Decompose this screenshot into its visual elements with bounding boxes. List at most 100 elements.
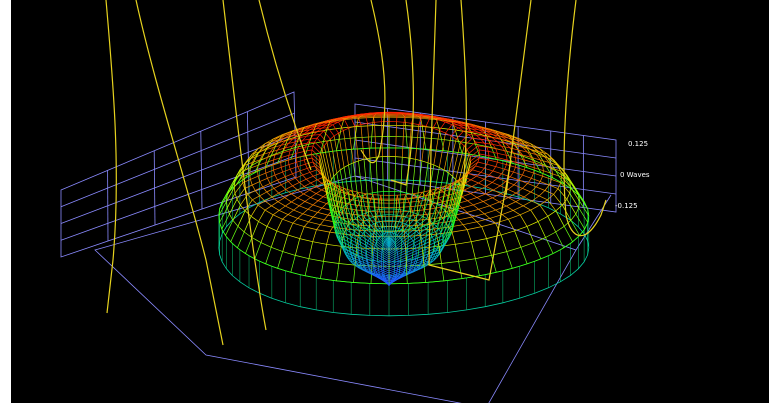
mesh-spoke-segment: [430, 229, 440, 235]
mesh-ring-segment: [548, 162, 552, 169]
mesh-spoke-segment: [454, 244, 459, 262]
mesh-ring-segment: [258, 221, 268, 227]
mesh-ring-segment: [555, 170, 565, 177]
mesh-ring-segment: [472, 201, 484, 206]
mesh-spoke-segment: [319, 173, 328, 180]
mesh-spoke-segment: [376, 272, 384, 277]
mesh-spoke-segment: [423, 236, 433, 242]
mesh-spoke-segment: [452, 142, 461, 177]
mesh-ring-segment: [488, 170, 494, 176]
mesh-spoke-segment: [394, 156, 396, 192]
mesh-spoke-segment: [408, 202, 412, 207]
mesh-spoke-segment: [287, 209, 294, 215]
mesh-spoke-segment: [495, 148, 505, 152]
mesh-ring-segment: [395, 156, 403, 158]
mesh-ring-segment: [254, 258, 266, 265]
mesh-spoke-segment: [370, 270, 377, 274]
mesh-ring-segment: [438, 229, 442, 233]
mesh-spoke-segment: [350, 115, 354, 117]
mesh-spoke-segment: [384, 241, 390, 248]
mesh-ring-segment: [310, 197, 319, 202]
mesh-spoke-segment: [458, 219, 464, 225]
mesh-ring-segment: [252, 199, 259, 206]
mesh-ring-segment: [476, 193, 486, 198]
mesh-spoke-segment: [506, 135, 514, 138]
mesh-ring-segment: [411, 238, 414, 241]
mesh-ring-segment: [348, 203, 359, 206]
mesh-spoke-segment: [377, 277, 382, 280]
mesh-spoke-segment: [375, 113, 377, 115]
mesh-spoke-segment: [226, 193, 236, 208]
mesh-spoke-segment: [400, 112, 402, 114]
mesh-ring-segment: [399, 206, 411, 208]
mesh-ring-segment: [466, 149, 470, 154]
mesh-spoke-segment: [304, 197, 311, 202]
mesh-ring-segment: [563, 183, 573, 191]
mesh-spoke-segment: [257, 200, 266, 206]
mesh-spoke-segment: [414, 240, 424, 247]
mesh-ring-segment: [371, 232, 375, 235]
mesh-spoke-segment: [500, 139, 508, 152]
mesh-ring-segment: [338, 137, 356, 140]
mesh-spoke-segment: [432, 167, 440, 202]
mesh-ring-segment: [444, 121, 452, 126]
mesh-ring-segment: [237, 247, 246, 254]
mesh-ring-segment: [480, 138, 485, 144]
mesh-ring-segment: [284, 176, 289, 182]
mesh-spoke-segment: [225, 220, 234, 236]
mesh-spoke-segment: [475, 141, 485, 144]
mesh-spoke-segment: [381, 252, 390, 258]
mesh-ring-segment: [484, 164, 488, 169]
mesh-spoke-segment: [375, 268, 383, 273]
mesh-ring-segment: [257, 204, 266, 211]
mesh-spoke-segment: [443, 185, 452, 218]
mesh-spoke-segment: [405, 211, 410, 218]
mesh-spoke-segment: [320, 219, 325, 225]
mesh-spoke-segment: [320, 153, 329, 187]
mesh-spoke-segment: [513, 136, 521, 140]
mesh-spoke-segment: [257, 162, 266, 166]
mesh-spoke-segment: [266, 146, 274, 150]
mesh-ring-segment: [451, 124, 459, 129]
mesh-ring-segment: [346, 116, 360, 119]
mesh-spoke-segment: [569, 193, 579, 208]
mesh-ring-segment: [374, 245, 376, 248]
mesh-spoke-segment: [391, 234, 396, 241]
mesh-ring-segment: [376, 221, 380, 224]
mesh-ring-segment: [343, 164, 349, 168]
mesh-ring-segment: [506, 246, 522, 252]
mesh-spoke-segment: [350, 245, 359, 251]
mesh-spoke-segment: [351, 236, 360, 242]
mesh-ring-segment: [479, 155, 497, 160]
mesh-spoke-segment: [403, 225, 409, 232]
mesh-spoke-segment: [438, 117, 443, 119]
mesh-spoke-segment: [457, 186, 465, 191]
mesh-spoke-segment: [471, 216, 478, 223]
mesh-spoke-segment: [381, 258, 390, 264]
mesh-spoke-segment: [388, 248, 397, 254]
mesh-ring-segment: [372, 194, 381, 196]
mesh-spoke-segment: [350, 239, 359, 245]
mesh-ring-segment: [310, 182, 317, 187]
mesh-spoke-segment: [313, 173, 321, 177]
mesh-spoke-segment: [393, 191, 396, 210]
mesh-ring-segment: [363, 227, 370, 230]
mesh-spoke-segment: [380, 112, 382, 122]
mesh-ring-segment: [303, 159, 306, 165]
mesh-spoke-segment: [553, 159, 563, 170]
wavefront-surface-plot[interactable]: [11, 0, 769, 403]
mesh-spoke-segment: [533, 172, 543, 177]
mesh-spoke-segment: [236, 188, 245, 200]
mesh-ring-segment: [254, 190, 260, 197]
mesh-ring-segment: [575, 207, 580, 215]
mesh-spoke-segment: [402, 274, 406, 277]
mesh-spoke-segment: [413, 267, 421, 271]
mesh-ring-segment: [264, 200, 272, 207]
mesh-ring-segment: [533, 159, 546, 166]
mesh-ring-segment: [552, 247, 564, 254]
mesh-spoke-segment: [290, 255, 296, 273]
mesh-spoke-segment: [378, 198, 381, 204]
mesh-ring-segment: [480, 168, 485, 173]
mesh-ring-segment: [436, 119, 453, 123]
mesh-spoke-segment: [370, 273, 376, 277]
